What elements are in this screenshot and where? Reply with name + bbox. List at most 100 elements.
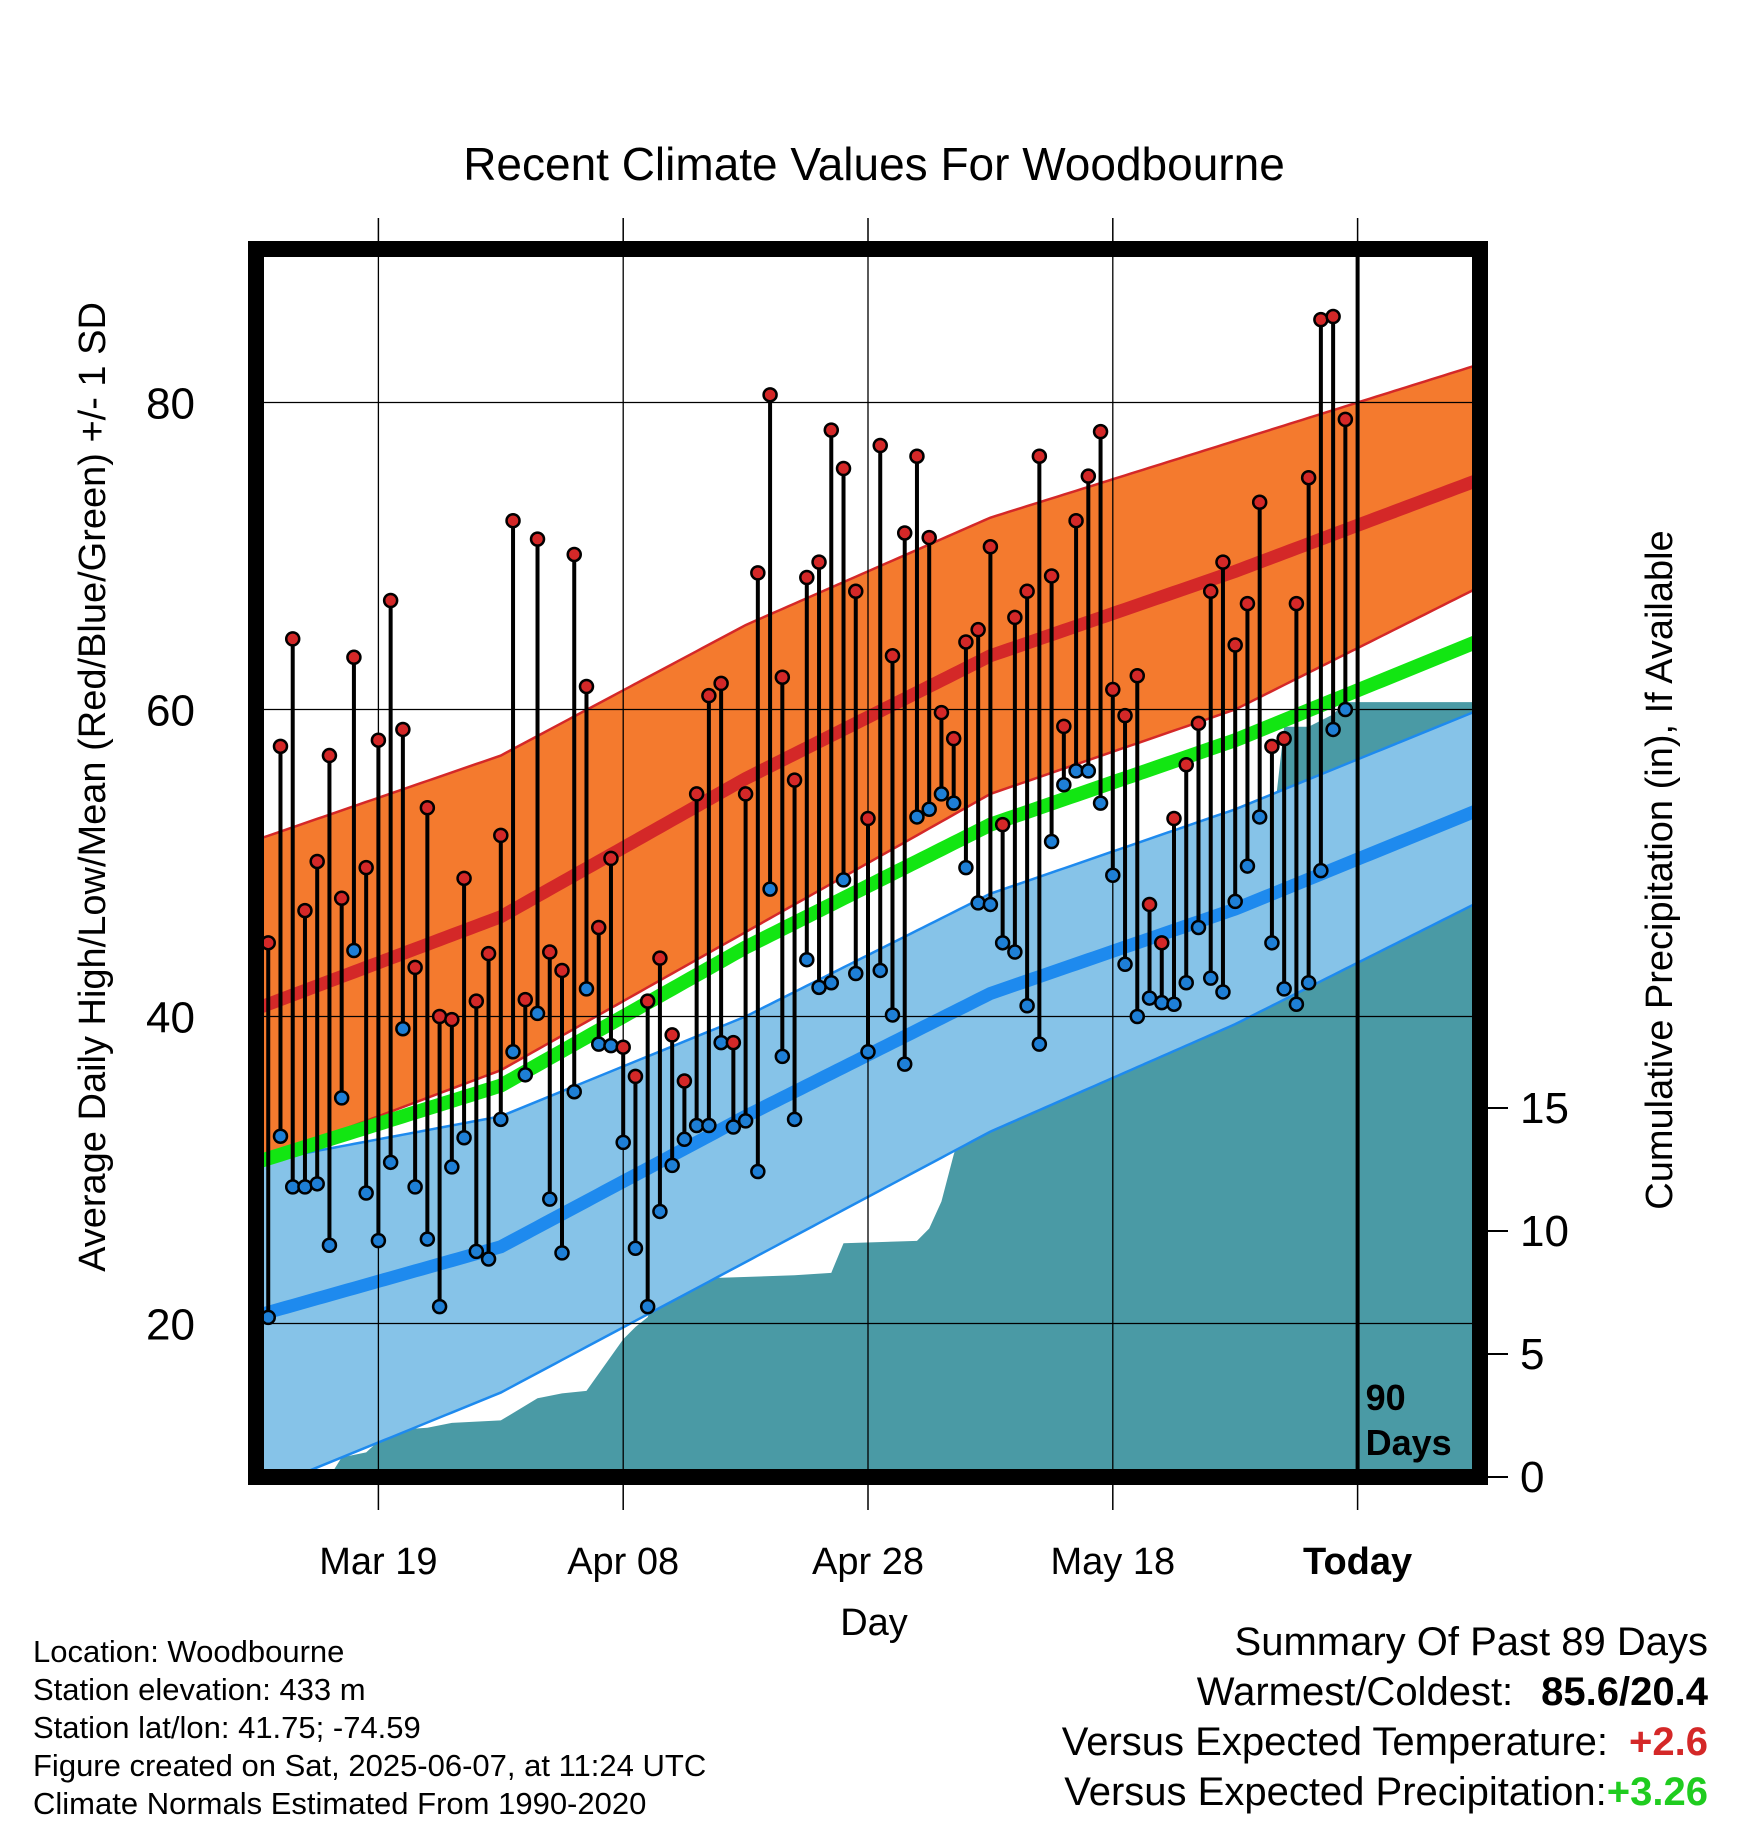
high-point [1105, 681, 1121, 698]
y-tick-label-left: 80 [146, 380, 195, 429]
high-point [909, 448, 925, 464]
high-point [1276, 730, 1292, 747]
low-point [1117, 956, 1133, 973]
low-point [517, 1067, 534, 1083]
high-point [456, 870, 472, 887]
low-point [382, 1154, 399, 1171]
high-point [358, 859, 374, 876]
low-point [786, 1111, 803, 1128]
high-point [382, 592, 399, 609]
high-point [517, 991, 534, 1008]
y-tick-label-left: 60 [146, 687, 195, 736]
low-point [505, 1044, 521, 1060]
high-point [1239, 595, 1256, 612]
low-point [493, 1111, 509, 1128]
high-point [921, 529, 937, 546]
high-point [529, 531, 546, 547]
high-point [982, 539, 999, 555]
high-point [860, 810, 876, 827]
low-point [1092, 795, 1109, 811]
low-point [321, 1237, 338, 1253]
low-point [921, 801, 937, 818]
low-point [799, 951, 815, 968]
low-point [431, 1298, 448, 1315]
low-point [701, 1117, 717, 1134]
precip-anomaly-label: Versus Expected Precipitation: [1064, 1770, 1607, 1814]
high-point [639, 993, 656, 1009]
high-point [480, 945, 497, 962]
low-point [468, 1243, 485, 1260]
temp-anomaly-label: Versus Expected Temperature: [1061, 1720, 1608, 1764]
station-info: Location: Woodbourne Station elevation: … [33, 1633, 706, 1823]
warm-cold-value: 85.6/20.4 [1541, 1670, 1708, 1714]
y-tick-label-right: 0 [1520, 1453, 1544, 1502]
high-point [272, 738, 289, 755]
low-point [1215, 984, 1231, 1000]
low-point [835, 872, 852, 888]
low-point [970, 895, 986, 911]
high-point [493, 827, 509, 844]
high-point [1313, 311, 1329, 328]
low-point [1264, 935, 1280, 951]
precip-anomaly-row: Versus Expected Precipitation:+3.26 [1062, 1767, 1708, 1817]
warm-cold-row: Warmest/Coldest: 85.6/20.4 [1062, 1667, 1708, 1717]
y-tick-label-left: 20 [146, 1301, 195, 1350]
high-point [676, 1073, 693, 1089]
low-point [578, 981, 595, 997]
low-point [848, 965, 864, 982]
low-point [529, 1005, 546, 1022]
high-point [848, 583, 864, 600]
high-point [407, 959, 423, 976]
low-point [1337, 701, 1354, 718]
low-point [896, 1056, 913, 1072]
low-point [1288, 996, 1305, 1012]
low-point [627, 1240, 644, 1257]
high-point [603, 850, 619, 867]
low-point [456, 1130, 472, 1146]
y-axis-label-left: Average Daily High/Low/Mean (Red/Blue/Gr… [72, 302, 114, 1272]
high-point [1264, 738, 1280, 755]
low-point [554, 1245, 570, 1261]
low-point [860, 1044, 876, 1060]
high-point [970, 621, 986, 638]
high-point [468, 993, 485, 1009]
low-point [1166, 996, 1182, 1012]
y-tick-label-left: 40 [146, 994, 195, 1043]
temp-anomaly-row: Versus Expected Temperature: +2.6 [1062, 1717, 1708, 1767]
low-point [652, 1203, 668, 1220]
high-point [346, 649, 362, 666]
low-point [309, 1176, 325, 1192]
low-point [1313, 862, 1329, 879]
low-point [1251, 809, 1268, 825]
high-point [309, 853, 325, 870]
location-text: Location: Woodbourne [33, 1634, 345, 1669]
summary-heading: Summary Of Past 89 Days [1234, 1620, 1708, 1664]
low-point [774, 1048, 791, 1065]
low-point [982, 896, 999, 913]
low-point [603, 1037, 619, 1054]
high-point [750, 565, 766, 581]
low-point [395, 1021, 411, 1037]
low-point [444, 1159, 460, 1175]
high-point [542, 944, 558, 960]
high-point [1068, 512, 1084, 529]
x-axis-label: Day [840, 1602, 908, 1644]
low-point [297, 1179, 313, 1195]
low-point [823, 974, 840, 991]
high-point [1056, 718, 1072, 735]
high-point [627, 1068, 644, 1085]
low-point [566, 1083, 582, 1100]
x-tick-label: Apr 08 [567, 1541, 679, 1583]
low-point [1300, 974, 1317, 991]
low-point [542, 1191, 558, 1207]
high-point [321, 747, 338, 764]
high-point [799, 569, 815, 586]
low-point [358, 1185, 374, 1201]
low-point [872, 962, 888, 979]
high-point [1154, 935, 1170, 951]
x-tick-label: Apr 28 [812, 1541, 924, 1583]
high-point [615, 1039, 631, 1055]
high-point [333, 890, 350, 907]
normals-text: Climate Normals Estimated From 1990-2020 [33, 1786, 647, 1821]
